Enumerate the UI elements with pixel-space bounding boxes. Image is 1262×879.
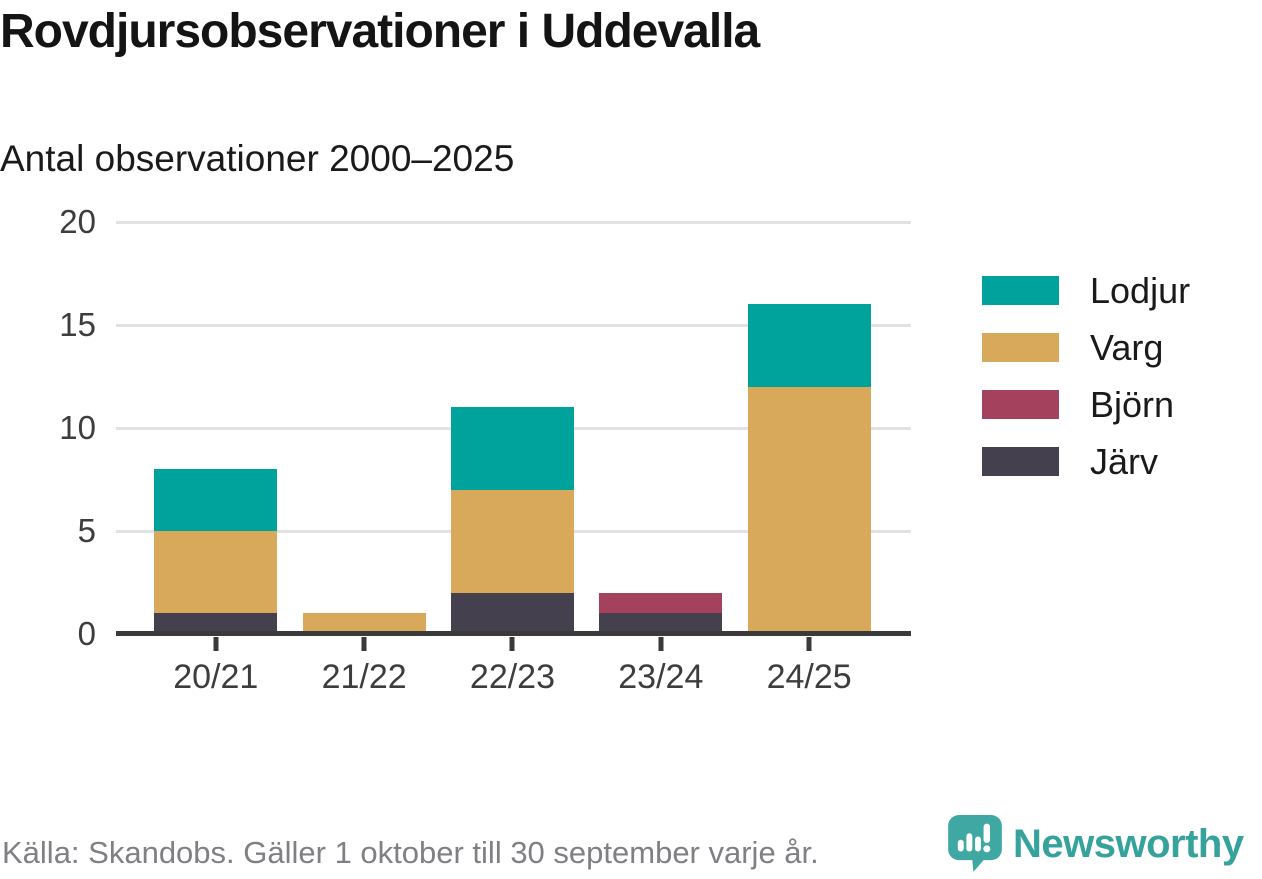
bar-22/23: [450, 222, 575, 634]
bar-segment-Lodjur: [747, 304, 871, 387]
x-tick: [361, 637, 367, 651]
plot-area: 20/21 21/22 22/23 23/24 24/25: [116, 221, 911, 696]
legend-label: Järv: [1090, 440, 1159, 482]
bar-segment-Varg: [154, 531, 278, 614]
x-axis-line: [116, 631, 911, 636]
source-note: Källa: Skandobs. Gäller 1 oktober till 3…: [2, 835, 819, 870]
legend-item-Järv: Järv: [982, 433, 1190, 490]
x-tick-label-20/21: 20/21: [173, 658, 259, 696]
chart-title: Rovdjursobservationer i Uddevalla: [0, 5, 760, 58]
newsworthy-bubble-chart-icon: [948, 815, 1002, 872]
legend-item-Björn: Björn: [982, 376, 1190, 433]
legend-item-Lodjur: Lodjur: [982, 262, 1190, 319]
bar-segment-Lodjur: [450, 407, 575, 490]
bar-segment-Järv: [154, 613, 278, 634]
bar-21/22: [302, 222, 426, 634]
y-tick-label: 15: [59, 306, 96, 343]
bar-segment-Järv: [450, 592, 575, 634]
bar-23/24: [599, 222, 723, 634]
gridline-y15: [116, 324, 911, 327]
y-tick-label: 20: [59, 203, 96, 240]
y-tick-label: 5: [77, 512, 96, 549]
gridline-y20: [116, 221, 911, 224]
legend-label: Björn: [1090, 383, 1175, 425]
bar-24/25: [747, 222, 871, 634]
x-tick-label-23/24: 23/24: [618, 658, 704, 696]
newsworthy-wordmark: Newsworthy: [1013, 821, 1244, 866]
legend-swatch: [982, 447, 1059, 476]
legend-swatch: [982, 390, 1059, 419]
legend-label: Lodjur: [1090, 269, 1191, 311]
x-tick-label-24/25: 24/25: [766, 658, 852, 696]
bar-20/21: [154, 222, 278, 634]
bar-segment-Lodjur: [154, 469, 278, 531]
legend-swatch: [982, 333, 1059, 362]
bar-segment-Björn: [599, 592, 723, 614]
y-tick-label: 0: [77, 615, 96, 652]
y-tick-label: 10: [59, 409, 96, 446]
legend-item-Varg: Varg: [982, 319, 1190, 376]
x-tick: [658, 637, 664, 651]
x-tick-label-21/22: 21/22: [321, 658, 407, 696]
bar-segment-Varg: [747, 386, 871, 634]
x-tick: [213, 637, 219, 651]
chart-subtitle: Antal observationer 2000–2025: [0, 138, 515, 179]
legend-label: Varg: [1090, 326, 1164, 368]
legend: Lodjur Varg Björn Järv: [982, 262, 1190, 490]
legend-swatch: [982, 276, 1059, 305]
x-tick: [806, 637, 812, 651]
newsworthy-logo: Newsworthy: [948, 815, 1244, 873]
bar-segment-Järv: [599, 613, 723, 634]
x-tick: [509, 637, 515, 651]
bar-segment-Varg: [302, 613, 426, 634]
x-tick-label-22/23: 22/23: [469, 658, 555, 696]
bar-segment-Varg: [450, 489, 575, 593]
